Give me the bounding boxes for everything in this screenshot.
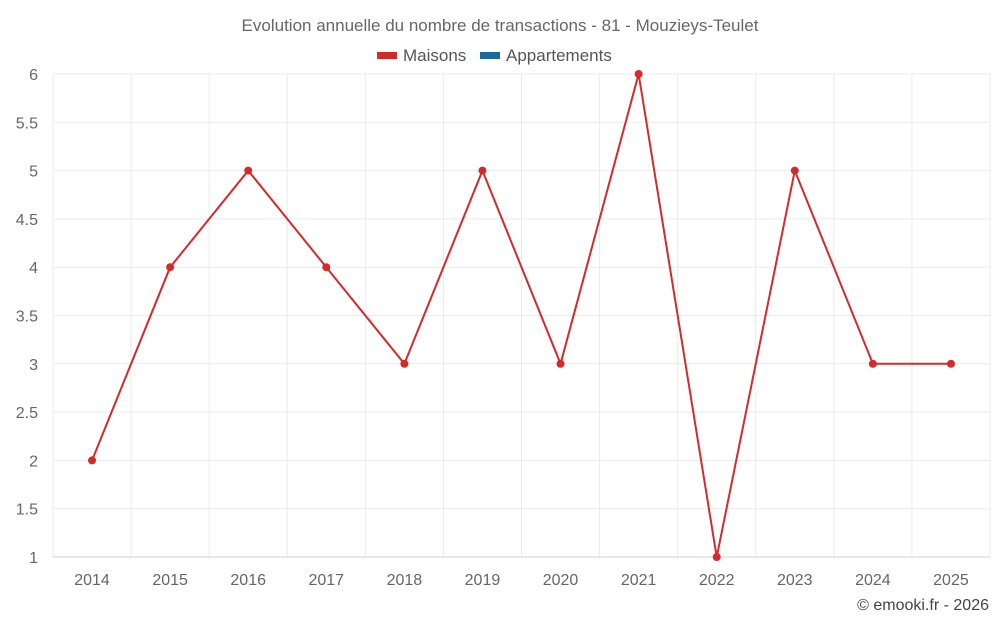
- chart-title: Evolution annuelle du nombre de transact…: [242, 16, 759, 35]
- data-point[interactable]: [790, 166, 799, 175]
- y-tick-label: 1.5: [16, 502, 38, 519]
- x-tick-label: 2016: [230, 572, 266, 589]
- data-point[interactable]: [244, 166, 253, 175]
- data-point[interactable]: [556, 359, 565, 368]
- legend-swatch-maisons: [377, 52, 397, 59]
- x-tick-label: 2014: [74, 572, 110, 589]
- y-tick-label: 4.5: [16, 212, 38, 229]
- series-maisons: [88, 70, 955, 561]
- grid: [52, 73, 991, 558]
- y-tick-label: 2: [29, 453, 38, 470]
- data-point[interactable]: [868, 359, 877, 368]
- x-tick-label: 2019: [465, 572, 501, 589]
- data-point[interactable]: [322, 263, 331, 272]
- y-axis-ticks: 1 1.5 2 2.5 3 3.5 4 4.5 5 5.5 6: [16, 67, 38, 567]
- data-point[interactable]: [478, 166, 487, 175]
- x-tick-label: 2020: [543, 572, 579, 589]
- x-axis-ticks: 2014 2015 2016 2017 2018 2019 2020 2021 2022 2023…: [74, 572, 969, 589]
- y-tick-label: 5.5: [16, 115, 38, 132]
- data-point[interactable]: [634, 70, 643, 78]
- x-tick-label: 2015: [152, 572, 188, 589]
- legend: Maisons Appartements: [377, 46, 612, 65]
- y-tick-label: 5: [29, 164, 38, 181]
- legend-item-appartements[interactable]: Appartements: [480, 46, 612, 65]
- legend-label-maisons: Maisons: [403, 46, 466, 65]
- legend-swatch-appartements: [480, 52, 500, 59]
- y-tick-label: 4: [29, 260, 38, 277]
- y-tick-label: 1: [29, 550, 38, 567]
- x-tick-label: 2025: [933, 572, 969, 589]
- x-tick-label: 2017: [308, 572, 344, 589]
- y-tick-label: 6: [29, 67, 38, 84]
- y-tick-label: 2.5: [16, 405, 38, 422]
- x-tick-label: 2024: [855, 572, 891, 589]
- data-point[interactable]: [712, 553, 721, 561]
- legend-item-maisons[interactable]: Maisons: [377, 46, 466, 65]
- series-line-maisons: [91, 73, 951, 558]
- y-tick-label: 3.5: [16, 309, 38, 326]
- y-tick-label: 3: [29, 357, 38, 374]
- x-tick-label: 2023: [777, 572, 813, 589]
- credit-text: © emooki.fr - 2026: [857, 597, 989, 614]
- data-point[interactable]: [88, 456, 97, 465]
- data-point[interactable]: [166, 263, 175, 272]
- x-tick-label: 2021: [621, 572, 657, 589]
- legend-label-appartements: Appartements: [506, 46, 612, 65]
- data-point[interactable]: [400, 359, 409, 368]
- x-tick-label: 2022: [699, 572, 735, 589]
- data-point[interactable]: [946, 359, 955, 368]
- x-tick-label: 2018: [387, 572, 423, 589]
